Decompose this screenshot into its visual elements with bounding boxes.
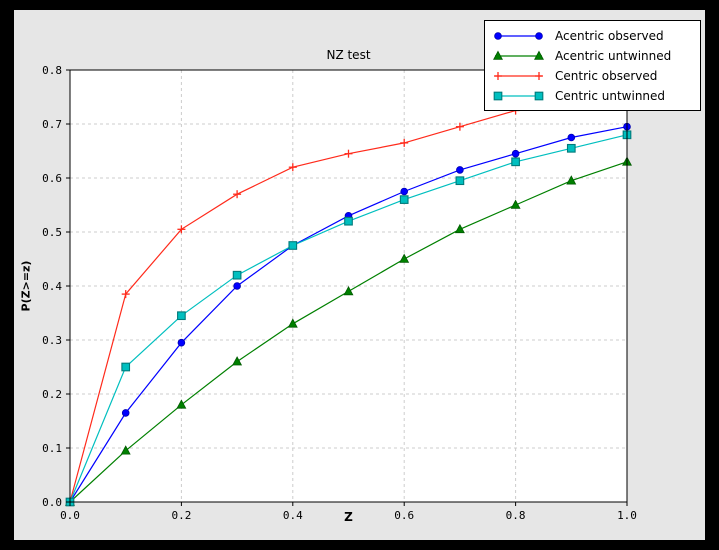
legend: Acentric observed Acentric untwinned Centr… — [484, 20, 701, 111]
data-point-circle — [456, 166, 464, 174]
y-tick-label: 0.6 — [42, 172, 62, 185]
data-point-triangle — [454, 223, 465, 234]
data-point-triangle — [120, 445, 131, 455]
data-point-square — [399, 195, 409, 204]
data-point-square — [177, 311, 186, 321]
data-point-square — [511, 157, 520, 167]
chart-title: NZ test — [326, 48, 371, 62]
data-point-circle — [400, 187, 409, 196]
data-point-square — [121, 362, 131, 372]
x-tick-label: 0.8 — [506, 509, 526, 522]
data-point-circle — [121, 409, 130, 417]
data-point-circle — [177, 338, 186, 347]
y-tick-label: 0.8 — [42, 64, 62, 77]
data-point-triangle — [176, 399, 187, 409]
legend-entry: Acentric untwinned — [491, 46, 692, 65]
legend-entry: Centric untwinned — [491, 86, 692, 105]
legend-line-sample — [493, 91, 544, 100]
data-point-triangle — [510, 199, 521, 209]
x-tick-label: 0.6 — [394, 509, 414, 522]
x-tick-label: 0.0 — [60, 509, 80, 522]
legend-label: Centric observed — [555, 68, 658, 83]
figure-canvas: 0.0 0.2 0.4 0.6 0.8 1.0 0.0 0.1 0.2 0.3 0.4 0.5 0.6 0… — [14, 10, 705, 540]
y-tick-label: 0.7 — [42, 118, 62, 131]
data-point-square — [566, 143, 576, 153]
legend-line-sample — [493, 50, 544, 60]
data-point-triangle — [399, 253, 410, 263]
y-tick-label: 0.1 — [42, 442, 62, 455]
y-tick-label: 0.2 — [42, 388, 62, 401]
data-point-circle — [233, 282, 241, 290]
y-tick-label: 0.3 — [42, 334, 62, 347]
legend-entry: Acentric observed — [491, 26, 692, 45]
legend-line-sample — [494, 31, 543, 40]
legend-entry: Centric observed — [491, 66, 692, 85]
x-tick-label: 0.4 — [283, 509, 303, 522]
y-tick-label: 0.5 — [42, 226, 62, 239]
data-point-square — [232, 270, 242, 280]
y-tick-label: 0.0 — [42, 496, 62, 509]
legend-line-sample — [494, 71, 543, 80]
plot-area: 0.0 0.2 0.4 0.6 0.8 1.0 0.0 0.1 0.2 0.3 0.4 0.5 0.6 0… — [42, 64, 637, 522]
data-point-triangle — [232, 356, 243, 366]
data-point-square — [288, 241, 298, 250]
legend-label: Acentric observed — [555, 28, 664, 43]
data-point-square — [455, 176, 465, 186]
series-acentric-observed — [66, 122, 631, 506]
tick-labels: 0.0 0.2 0.4 0.6 0.8 1.0 0.0 0.1 0.2 0.3 0.4 0.5 0.6 0… — [42, 64, 637, 522]
data-point-triangle — [566, 175, 577, 185]
data-point-circle — [567, 133, 576, 142]
data-point-square — [344, 216, 353, 226]
data-point-triangle — [287, 318, 298, 328]
y-axis-label: P(Z>=z) — [19, 260, 33, 312]
x-tick-label: 1.0 — [617, 509, 637, 522]
x-tick-label: 0.2 — [171, 509, 191, 522]
x-axis-label: Z — [344, 510, 353, 524]
tick-marks — [66, 69, 628, 506]
legend-label: Centric untwinned — [555, 88, 666, 103]
y-tick-label: 0.4 — [42, 280, 62, 293]
legend-label: Acentric untwinned — [555, 48, 672, 63]
data-point-triangle — [343, 285, 354, 296]
data-point-circle — [511, 149, 520, 158]
